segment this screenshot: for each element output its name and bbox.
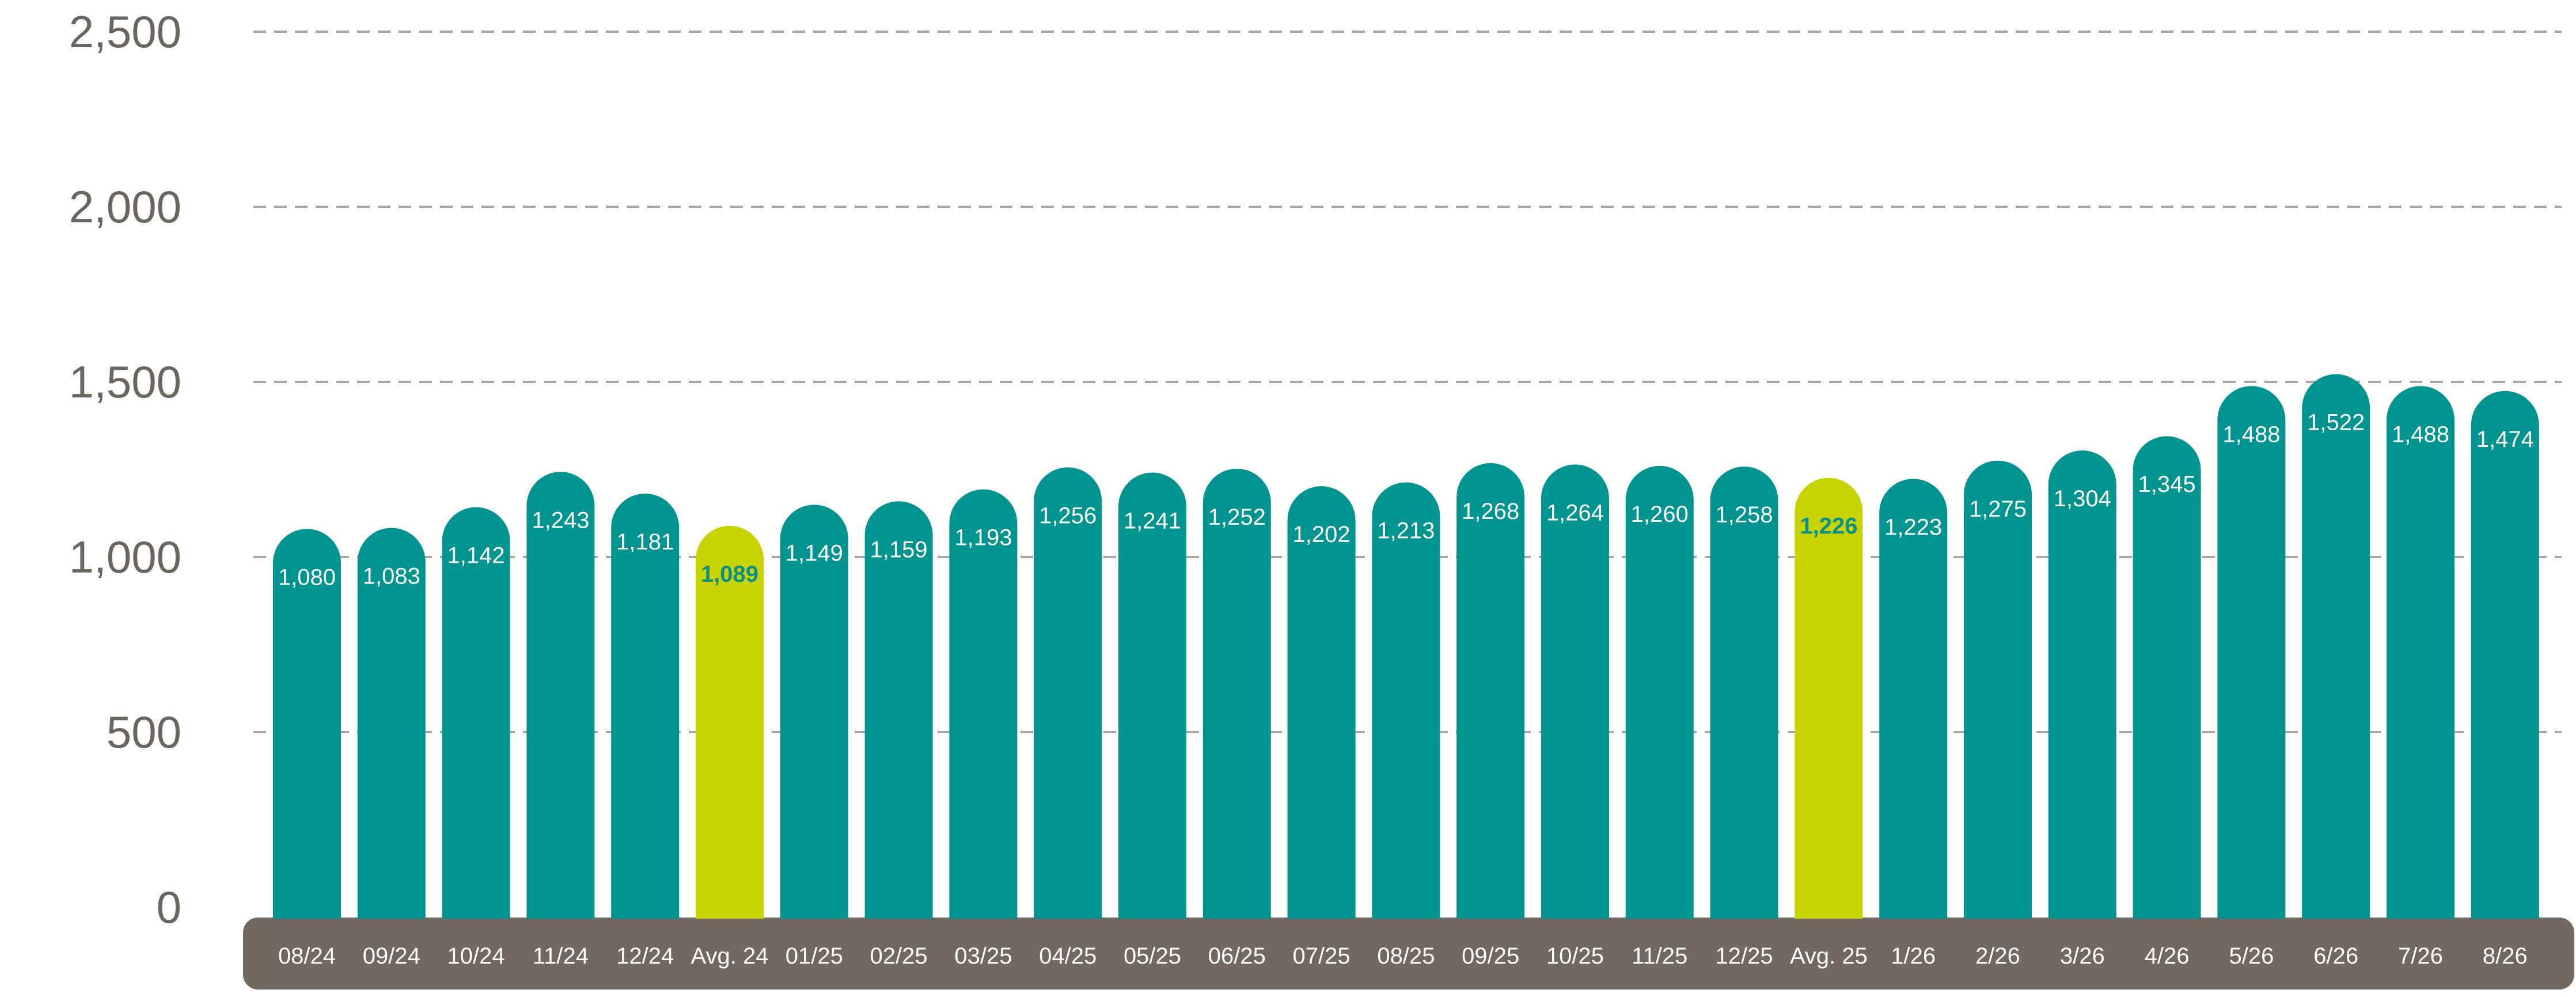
- x-tick-label: 4/26: [2145, 943, 2190, 969]
- x-tick-label: 7/26: [2398, 943, 2443, 969]
- bar-value-label: 1,474: [2476, 427, 2534, 452]
- bar-value-label: 1,275: [1969, 496, 2027, 522]
- bar-value-label: 1,202: [1293, 522, 1350, 547]
- bar-value-label: 1,213: [1377, 518, 1435, 543]
- x-tick-label: 07/25: [1293, 943, 1350, 969]
- bar-value-label: 1,149: [786, 540, 843, 566]
- bar: [1372, 482, 1440, 919]
- bar: [2048, 450, 2116, 919]
- bar-average: [696, 525, 764, 919]
- bar: [864, 501, 933, 919]
- bar: [1202, 468, 1271, 919]
- x-tick-label: 09/25: [1462, 943, 1519, 969]
- bar-value-label: 1,304: [2054, 486, 2111, 511]
- bar: [611, 493, 680, 919]
- x-tick-label: 2/26: [1975, 943, 2020, 969]
- bar-average: [1795, 477, 1863, 919]
- bar-value-label: 1,268: [1462, 499, 1519, 524]
- x-axis-ticks: 08/24 09/24 10/24 11/24 12/24 Avg. 24 01/25 02/…: [278, 943, 2528, 969]
- bar: [357, 528, 426, 919]
- bar-value-label: 1,226: [1800, 514, 1857, 539]
- bar: [1625, 465, 1694, 919]
- bar: [949, 489, 1018, 919]
- bar: [1710, 467, 1778, 919]
- bar-value-label: 1,223: [1884, 514, 1942, 540]
- x-tick-label: 01/25: [786, 943, 843, 969]
- bar-value-label: 1,345: [2138, 472, 2196, 497]
- y-tick-label: 500: [107, 707, 181, 757]
- bar: [2133, 436, 2201, 919]
- bar-value-label: 1,522: [2307, 410, 2365, 435]
- x-tick-label: 12/25: [1716, 943, 1773, 969]
- bar-value-label: 1,241: [1124, 508, 1181, 533]
- x-tick-label: 5/26: [2229, 943, 2274, 969]
- x-tick-label: 12/24: [616, 943, 674, 969]
- bar-value-label: 1,089: [701, 562, 758, 587]
- x-tick-label: Avg. 24: [691, 943, 769, 969]
- bar-value-label: 1,080: [278, 564, 336, 590]
- bar: [442, 507, 510, 919]
- bar: [2302, 374, 2370, 919]
- bar: [273, 529, 341, 919]
- bar: [1287, 486, 1356, 919]
- y-tick-label: 1,500: [69, 357, 181, 407]
- bar: [2387, 386, 2454, 919]
- bar: [526, 472, 595, 919]
- x-tick-label: 06/25: [1208, 943, 1266, 969]
- x-tick-label: 02/25: [870, 943, 928, 969]
- bar-value-label: 1,193: [954, 525, 1012, 551]
- y-tick-label: 1,000: [69, 532, 181, 582]
- x-tick-label: 08/25: [1377, 943, 1435, 969]
- bar-value-label: 1,181: [616, 529, 674, 555]
- x-tick-label: 3/26: [2060, 943, 2105, 969]
- bar: [2217, 386, 2286, 919]
- bar: [1034, 467, 1102, 919]
- x-tick-label: 8/26: [2483, 943, 2528, 969]
- x-tick-label: 1/26: [1891, 943, 1936, 969]
- x-axis-band: [243, 918, 2574, 990]
- x-tick-label: 6/26: [2313, 943, 2358, 969]
- y-axis-ticks: 0 500 1,000 1,500 2,000 2,500: [69, 6, 181, 932]
- bars: [273, 374, 2539, 919]
- x-tick-label: 11/25: [1632, 943, 1687, 969]
- bar-value-label: 1,252: [1208, 505, 1266, 530]
- x-tick-label: 03/25: [954, 943, 1012, 969]
- bar: [1118, 472, 1186, 919]
- bar-value-label: 1,142: [447, 543, 505, 568]
- bar-value-label: 1,083: [363, 564, 420, 589]
- x-tick-label: 04/25: [1039, 943, 1097, 969]
- x-tick-label: 10/24: [447, 943, 505, 969]
- y-tick-label: 2,000: [69, 181, 181, 232]
- y-tick-label: 2,500: [69, 6, 181, 57]
- bar-value-label: 1,159: [870, 537, 928, 562]
- bar: [1964, 460, 2032, 919]
- x-tick-label: 05/25: [1124, 943, 1181, 969]
- x-tick-label: Avg. 25: [1790, 943, 1868, 969]
- bar: [780, 505, 848, 919]
- bar-value-label: 1,258: [1716, 502, 1773, 528]
- x-tick-label: 09/24: [363, 943, 420, 969]
- bar: [1456, 463, 1525, 919]
- bar: [1541, 464, 1609, 919]
- bar-value-label: 1,260: [1631, 502, 1689, 527]
- bar-value-label: 1,488: [2222, 422, 2280, 447]
- bar: [1879, 479, 1948, 919]
- bar-value-label: 1,256: [1039, 503, 1097, 528]
- bar: [2471, 391, 2539, 919]
- bar-value-label: 1,264: [1546, 500, 1604, 525]
- bar-value-label: 1,243: [532, 507, 589, 533]
- bar-value-label: 1,488: [2392, 422, 2449, 447]
- x-tick-label: 08/24: [278, 943, 336, 969]
- x-tick-label: 11/24: [533, 943, 589, 969]
- x-tick-label: 10/25: [1546, 943, 1604, 969]
- y-tick-label: 0: [157, 882, 181, 932]
- value-labels: 1,080 1,083 1,142 1,243 1,181 1,089 1,149 1,159…: [278, 410, 2534, 590]
